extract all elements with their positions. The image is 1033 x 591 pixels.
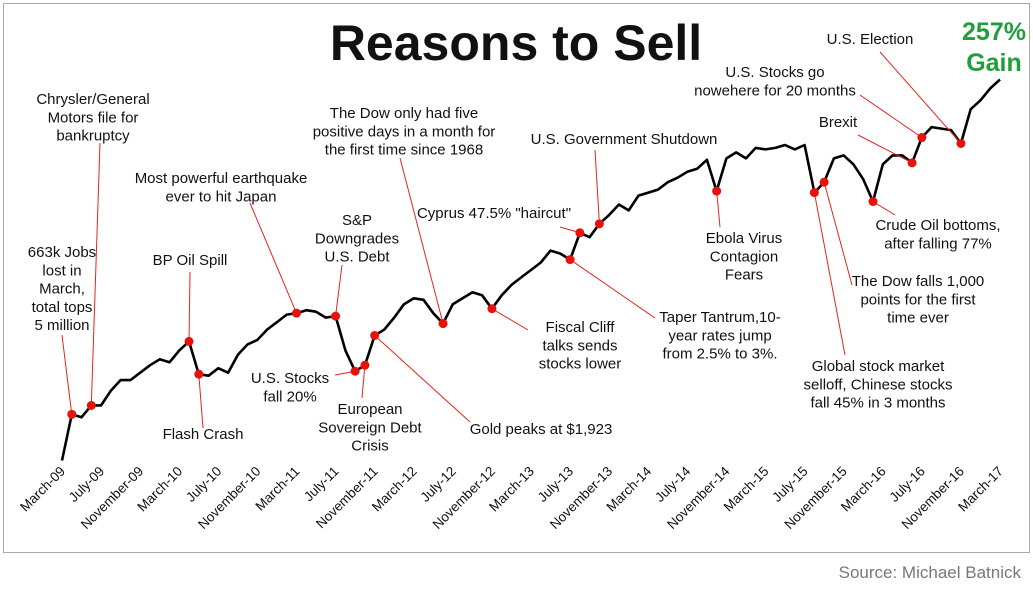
event-dot — [370, 330, 380, 340]
annotation-text: 663k Jobs — [28, 244, 96, 261]
event-dot — [350, 366, 360, 376]
annotation-text: nowehere for 20 months — [694, 82, 856, 99]
annotation-text: Sovereign Debt — [318, 419, 422, 436]
event-dot — [809, 188, 819, 198]
leader-line — [249, 202, 297, 314]
annotation-text: Gold peaks at $1,923 — [470, 421, 613, 438]
leader-line — [823, 182, 853, 286]
event-dot — [565, 255, 575, 265]
gain-label: 257% — [962, 18, 1026, 46]
annotation-text: after falling 77% — [884, 235, 992, 252]
annotation-text: selloff, Chinese stocks — [804, 376, 953, 393]
annotation-text: Chrysler/General — [36, 91, 149, 108]
event-dot — [956, 138, 966, 148]
annotation-text: Crude Oil bottoms, — [875, 217, 1000, 234]
event-dot — [712, 186, 722, 196]
annotation-text: March, — [39, 281, 85, 298]
annotation-text: U.S. Government Shutdown — [531, 131, 718, 148]
annotation-text: Global stock market — [812, 358, 945, 375]
annotation-text: European — [337, 401, 402, 418]
annotation-text: Crisis — [351, 438, 389, 455]
leader-line — [399, 157, 444, 324]
leader-line — [859, 94, 923, 138]
annotation-text: Brexit — [819, 114, 858, 131]
annotation-text: Most powerful earthquake — [135, 170, 308, 187]
leader-line — [90, 142, 101, 406]
annotation-text: fall 20% — [263, 388, 316, 405]
annotation-text: positive days in a month for — [313, 123, 496, 140]
event-dot — [86, 400, 96, 410]
annotation-text: time ever — [887, 310, 949, 327]
annotation-text: Contagion — [710, 248, 778, 265]
leader-line — [361, 365, 366, 399]
event-dot — [868, 197, 878, 207]
annotation-text: Fears — [725, 267, 763, 284]
event-dot — [594, 219, 604, 229]
annotation-text: Ebola Virus — [706, 230, 782, 247]
annotation-text: fall 45% in 3 months — [810, 395, 945, 412]
source: Source: Michael Batnick — [839, 563, 1022, 582]
leader-line — [594, 149, 600, 224]
event-dot — [819, 177, 829, 187]
annotation-text: S&P — [342, 212, 372, 229]
leader-line — [569, 259, 656, 319]
annotation-text: talks sends — [542, 337, 617, 354]
x-tick-label: March-09 — [17, 464, 68, 515]
annotation-text: U.S. Stocks go — [725, 64, 824, 81]
annotation-text: the first time since 1968 — [325, 142, 483, 159]
event-dot — [331, 311, 341, 321]
event-dot — [67, 409, 77, 419]
event-dot — [184, 336, 194, 346]
leader-line — [879, 51, 962, 144]
leader-line — [813, 192, 846, 356]
event-dot — [360, 360, 370, 370]
annotation-text: Cyprus 47.5% "haircut" — [417, 205, 571, 222]
leader-line — [491, 308, 529, 331]
annotation-text: BP Oil Spill — [153, 252, 228, 269]
annotation-text: Motors file for — [48, 109, 139, 126]
annotation-text: total tops — [32, 299, 93, 316]
annotation-text: The Dow falls 1,000 — [852, 273, 985, 290]
gain-label: Gain — [966, 49, 1022, 77]
leader-line — [61, 334, 73, 415]
event-dot — [292, 308, 301, 318]
chart-frame — [3, 3, 1030, 553]
annotation-text: The Dow only had five — [330, 105, 478, 122]
annotation-text: U.S. Stocks — [251, 370, 329, 387]
leader-line — [335, 264, 343, 317]
annotation-text: Fiscal Cliff — [546, 319, 616, 336]
annotation-text: stocks lower — [539, 356, 622, 373]
leader-line — [188, 271, 191, 342]
annotation-text: lost in — [42, 262, 81, 279]
event-dot — [907, 158, 917, 168]
event-dot — [487, 304, 497, 314]
annotation-text: bankruptcy — [56, 128, 130, 145]
annotation-text: year rates jump — [668, 327, 771, 344]
annotation-text: Downgrades — [315, 230, 399, 247]
event-dot — [917, 133, 927, 143]
event-dot — [194, 369, 204, 379]
annotation-text: U.S. Election — [827, 31, 914, 48]
chart-title: Reasons to Sell — [330, 15, 702, 71]
annotation-text: U.S. Debt — [324, 249, 390, 266]
price-line — [60, 78, 1001, 461]
event-dot — [575, 228, 585, 238]
annotation-text: from 2.5% to 3%. — [662, 346, 777, 363]
leader-line — [198, 374, 204, 429]
leader-line — [857, 134, 913, 164]
annotation-text: Flash Crash — [163, 426, 244, 443]
annotation-text: Taper Tantrum,10- — [659, 309, 780, 326]
leader-line — [374, 335, 471, 423]
annotation-text: 5 million — [34, 317, 89, 334]
annotation-text: ever to hit Japan — [166, 188, 277, 205]
event-dot — [438, 319, 448, 329]
leader-line — [716, 191, 721, 228]
annotation-text: points for the first — [860, 291, 976, 308]
